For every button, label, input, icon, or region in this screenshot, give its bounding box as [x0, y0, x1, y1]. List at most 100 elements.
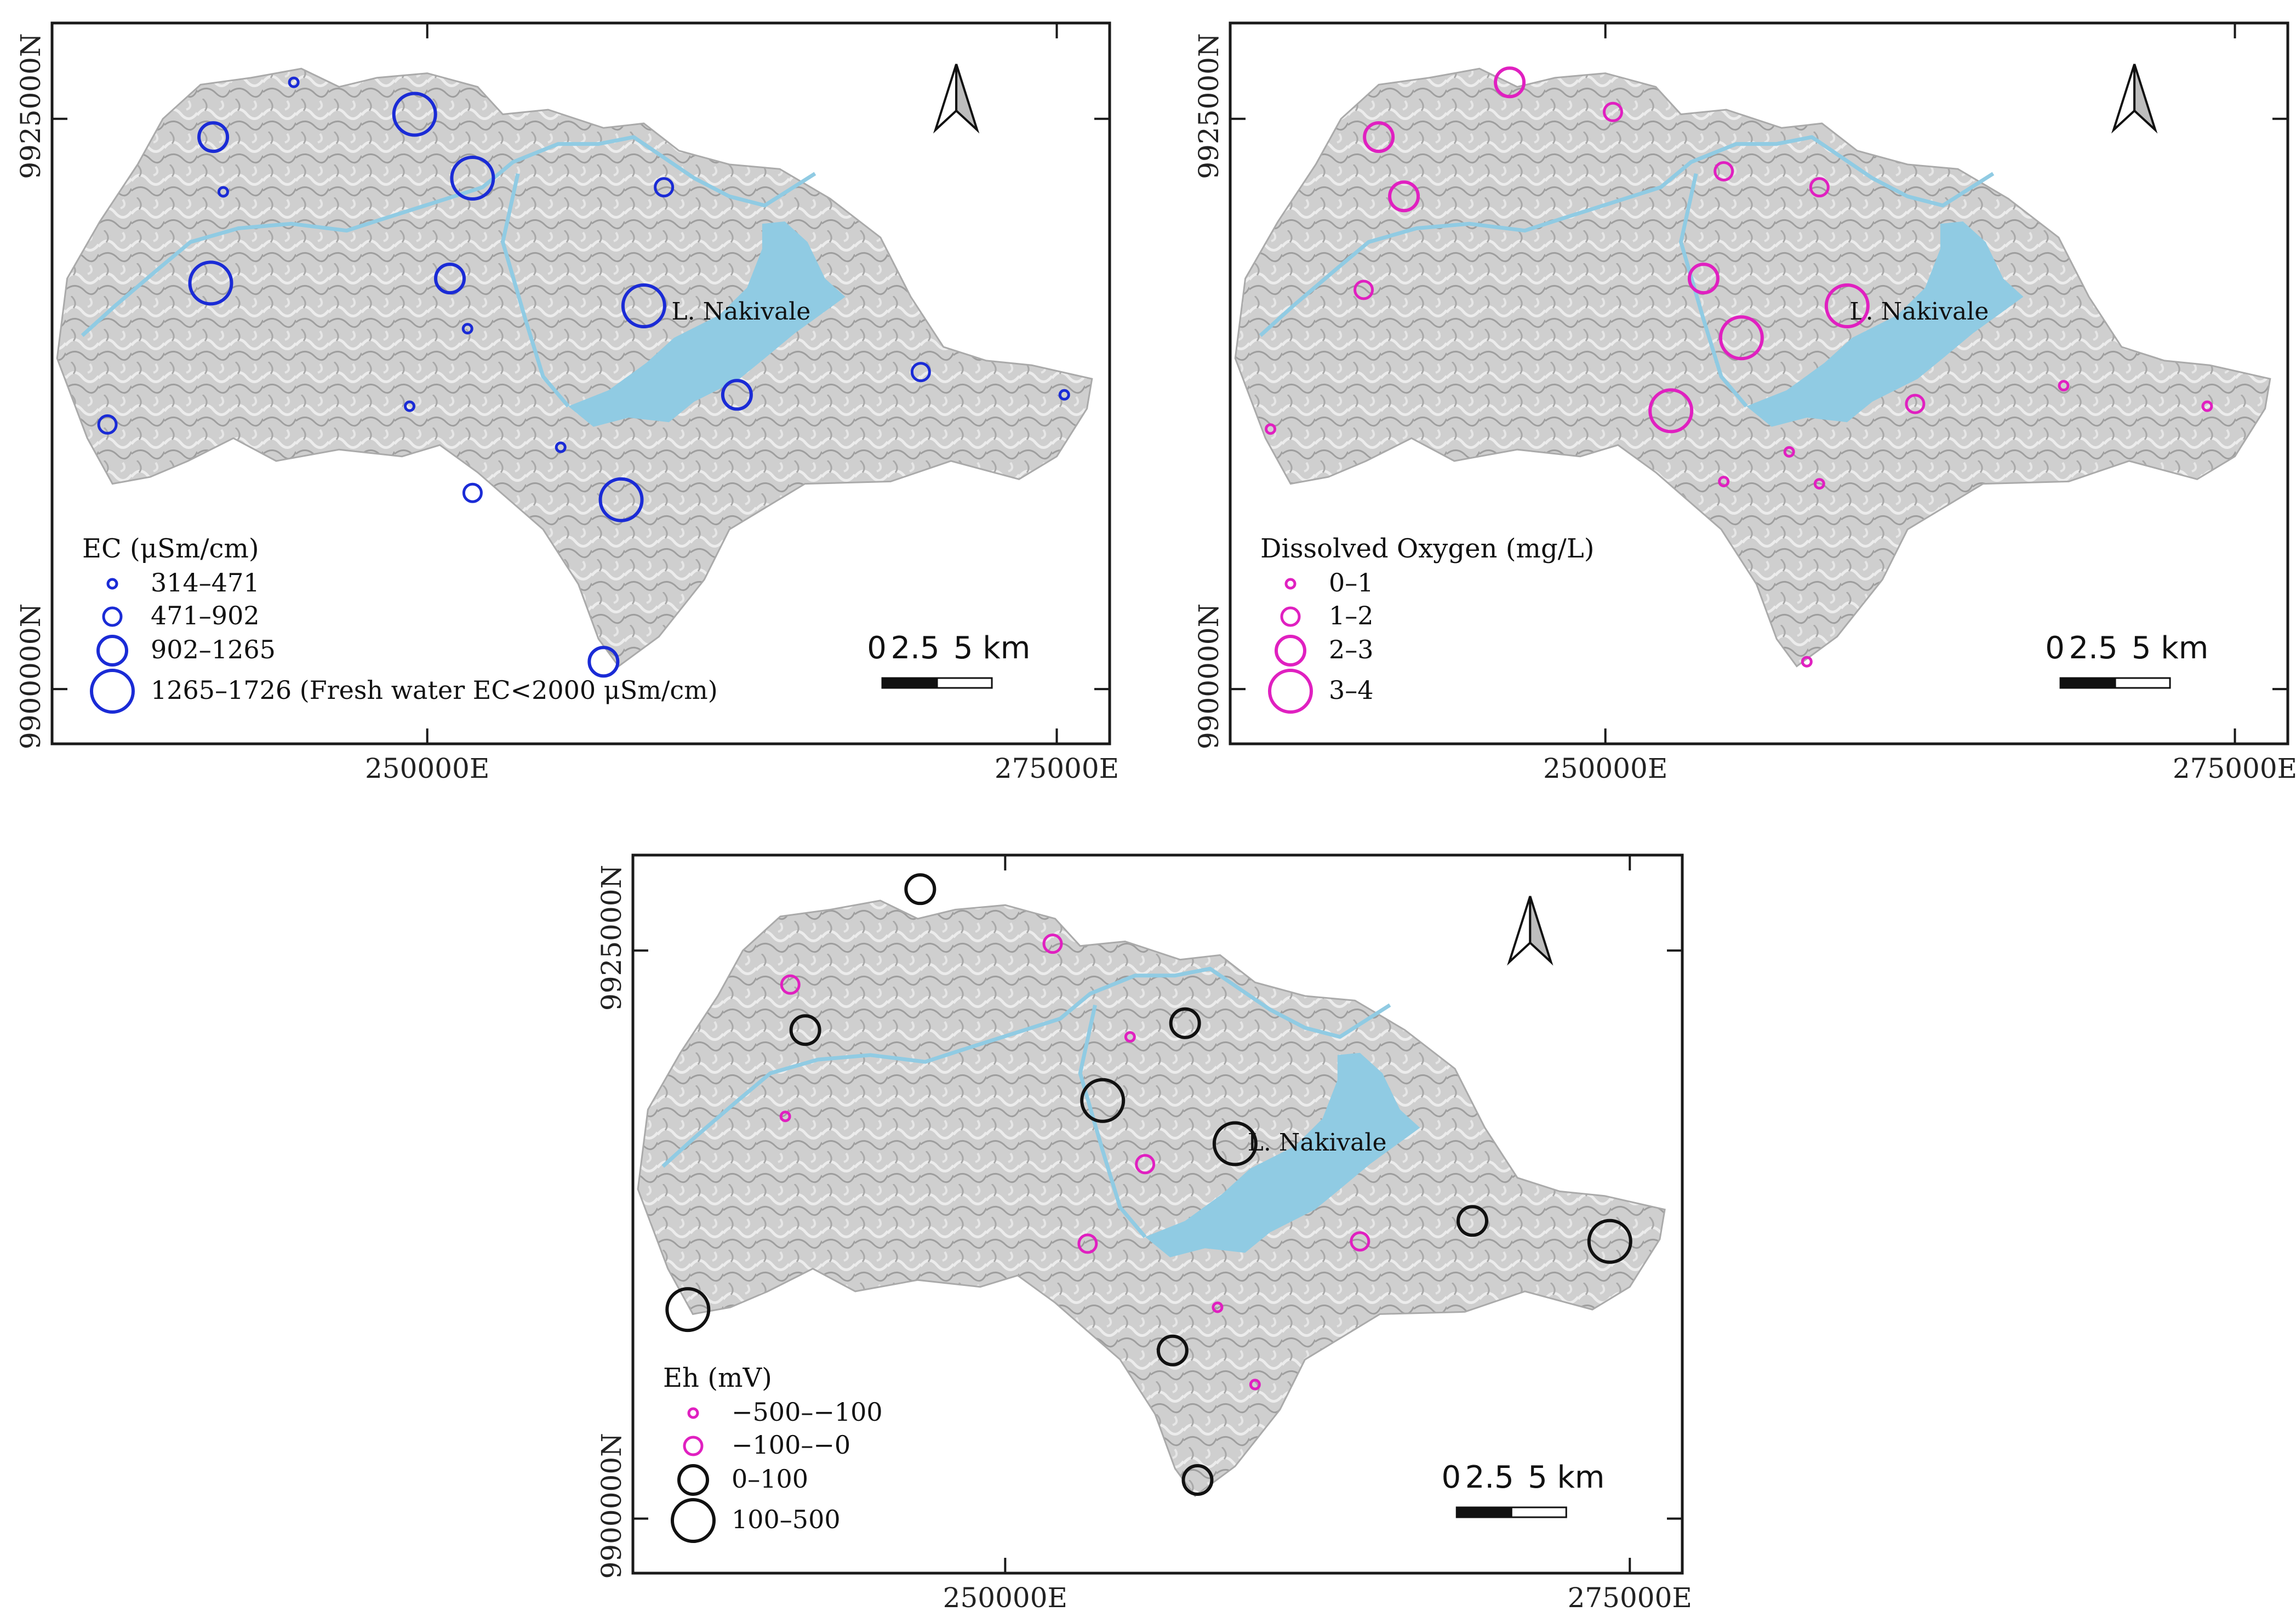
sample-point	[1042, 933, 1063, 954]
sample-point	[1077, 1233, 1098, 1254]
legend-label: 1265–1726 (Fresh water EC<2000 μSm/cm)	[151, 675, 718, 705]
sample-point	[404, 400, 416, 412]
sample-point	[462, 482, 483, 503]
map-panel-do: L. Nakivale 9925000N 9900000N 250000E 275000…	[1193, 21, 2296, 784]
northing-bottom-label: 9900000N	[1193, 603, 1225, 749]
sample-point	[450, 155, 495, 201]
lake-nakivale	[568, 221, 846, 427]
sample-point	[555, 441, 567, 453]
maps-layer: L. Nakivale 9925000N 9900000N 250000E 275000…	[15, 21, 2296, 1614]
scale-label: 0	[867, 630, 887, 666]
sample-point	[1363, 121, 1395, 153]
legend-label: 3–4	[1329, 675, 1374, 705]
sample-point	[1813, 478, 1825, 490]
river	[81, 135, 816, 337]
legend-label: 0–1	[1329, 568, 1374, 597]
sample-point	[1156, 1334, 1189, 1367]
sample-point	[1648, 388, 1694, 434]
sample-point	[434, 263, 466, 295]
legend-label: 471–902	[151, 601, 260, 630]
sample-point	[1249, 1379, 1261, 1391]
legend-symbol	[106, 578, 118, 590]
legend-symbol	[90, 669, 135, 714]
legend: Dissolved Oxygen (mg/L) 0–1 1–2 2–3 3–4	[1260, 533, 1594, 714]
legend-label: 314–471	[151, 568, 260, 597]
scale-bar: 0 2.5 5 km	[867, 630, 1030, 689]
legend: Eh (mV) −500–−100−100–−0 0–100 100–500	[663, 1363, 883, 1543]
sample-point	[598, 477, 644, 522]
scale-bar-white	[936, 677, 993, 689]
legend-symbol	[677, 1464, 709, 1496]
legend-symbol	[1284, 578, 1297, 590]
north-arrow-icon	[933, 64, 980, 134]
sample-point	[1353, 280, 1374, 300]
sample-point	[188, 260, 233, 306]
map-panel-eh: L. Nakivale 9925000N 9900000N 250000E 275000…	[596, 853, 1692, 1614]
sample-point	[1587, 1219, 1632, 1264]
legend-symbol	[671, 1498, 716, 1543]
lake-label: L. Nakivale	[1849, 298, 1989, 326]
legend-symbol	[1268, 669, 1313, 714]
north-arrow-icon	[1507, 896, 1553, 966]
sample-point	[217, 186, 229, 198]
sample-point	[587, 646, 620, 678]
sample-point	[1457, 1205, 1488, 1237]
legend-label: 0–100	[732, 1464, 808, 1494]
easting-left-label: 250000E	[365, 753, 489, 784]
legend-label: 100–500	[732, 1505, 841, 1534]
easting-left-label: 250000E	[1543, 753, 1667, 784]
legend-symbol	[96, 635, 128, 667]
river	[1259, 135, 1995, 337]
legend-label: −100–−0	[732, 1430, 850, 1460]
sample-point	[1212, 1301, 1224, 1313]
north-arrow-left	[2111, 64, 2136, 134]
sample-point	[1494, 66, 1526, 99]
legend-symbol	[683, 1436, 704, 1456]
legend-symbol	[1280, 606, 1301, 627]
river-tributary	[501, 173, 570, 408]
sample-point	[1388, 180, 1420, 213]
legend-title: Dissolved Oxygen (mg/L)	[1260, 533, 1594, 564]
scale-label: 2.5	[1465, 1460, 1514, 1495]
sample-point	[1169, 1007, 1201, 1039]
scale-bar: 0 2.5 5 km	[1441, 1460, 1604, 1518]
lake-nakivale	[1145, 1052, 1420, 1257]
sample-point	[1801, 656, 1813, 668]
map-panel-ec: L. Nakivale 9925000N 9900000N 250000E 275000…	[15, 21, 1119, 784]
sample-point	[1212, 1121, 1258, 1166]
sample-point	[288, 76, 300, 88]
legend-symbol	[1275, 635, 1306, 667]
sample-point	[97, 414, 118, 435]
lake-label: L. Nakivale	[1248, 1129, 1387, 1157]
scale-bar-white	[1510, 1506, 1567, 1518]
north-arrow-left	[1507, 896, 1532, 966]
scale-bar: 0 2.5 5 km	[2045, 630, 2208, 689]
map-frame	[631, 853, 1684, 1575]
sample-point	[904, 873, 936, 906]
northing-top-label: 9925000N	[596, 865, 627, 1011]
catchment-relief	[1234, 67, 2271, 668]
river	[661, 966, 1391, 1168]
sample-point	[1602, 101, 1623, 122]
scale-label: 2.5	[2069, 630, 2118, 666]
northing-bottom-label: 9900000N	[15, 603, 47, 749]
legend-symbol	[102, 606, 123, 627]
sample-point	[1135, 1154, 1156, 1175]
sample-point	[392, 92, 437, 137]
sample-point	[910, 362, 931, 383]
legend: EC (μSm/cm) 314–471 471–902 902–1265 1265–17…	[82, 533, 718, 714]
north-arrow-icon	[2111, 64, 2158, 134]
map-frame	[50, 21, 1111, 745]
lake-nakivale	[1746, 221, 2024, 427]
sample-point	[1718, 315, 1764, 361]
legend-label: 902–1265	[151, 635, 276, 664]
scale-label: 5 km	[953, 630, 1030, 666]
legend-label: −500–−100	[732, 1397, 883, 1427]
sample-point	[1124, 1031, 1136, 1043]
sample-point	[1809, 177, 1830, 198]
scale-label: 5 km	[2132, 630, 2208, 666]
sample-point	[1181, 1464, 1214, 1496]
sample-point	[197, 121, 230, 153]
sample-point	[721, 379, 753, 411]
sample-point	[789, 1014, 821, 1046]
